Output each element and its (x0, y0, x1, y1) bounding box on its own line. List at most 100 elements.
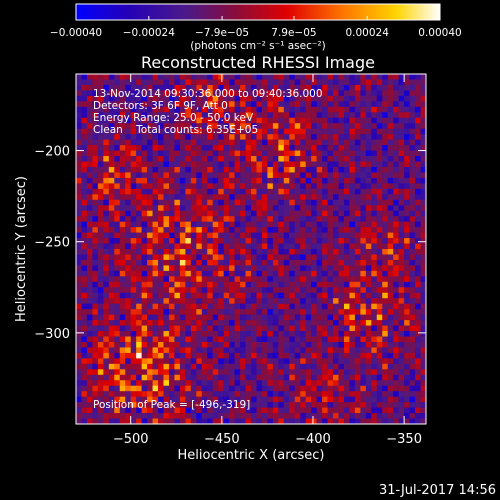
heatmap-cell (387, 238, 394, 244)
heatmap-cell (311, 358, 317, 365)
heatmap-cell (147, 106, 153, 113)
heatmap-cell (343, 194, 350, 201)
heatmap-cell (387, 325, 394, 332)
heatmap-cell (272, 292, 279, 299)
heatmap-cell (119, 287, 126, 294)
heatmap-cell (136, 249, 142, 255)
heatmap-cell (158, 303, 164, 310)
heatmap-cell (114, 391, 121, 397)
heatmap-cell (147, 325, 153, 332)
heatmap-cell (404, 79, 410, 86)
heatmap-cell (294, 112, 301, 119)
heatmap-cell (223, 101, 230, 108)
heatmap-cell (136, 243, 142, 250)
heatmap-cell (185, 106, 192, 113)
heatmap-cell (201, 276, 208, 283)
heatmap-cell (387, 374, 394, 381)
heatmap-cell (179, 407, 186, 414)
heatmap-cell (251, 84, 257, 91)
heatmap-cell (196, 156, 203, 162)
colorbar-tick-label: −0.00024 (123, 27, 176, 39)
heatmap-cell (256, 352, 263, 359)
heatmap-cell (311, 79, 317, 86)
heatmap-cell (415, 221, 421, 228)
heatmap-cell (305, 79, 312, 86)
heatmap-cell (333, 287, 339, 294)
heatmap-cell (81, 95, 88, 102)
heatmap-cell (240, 177, 246, 184)
heatmap-cell (376, 216, 383, 222)
heatmap-cell (168, 112, 175, 119)
heatmap-cell (404, 112, 410, 119)
heatmap-cell (371, 221, 378, 228)
heatmap-cell (382, 227, 389, 233)
heatmap-cell (300, 358, 306, 365)
colorbar-tick-label: 0.00024 (345, 27, 389, 39)
heatmap-cell (212, 331, 219, 337)
heatmap-cell (387, 79, 394, 86)
heatmap-cell (338, 139, 345, 146)
heatmap-cell (108, 221, 115, 228)
heatmap-cell (267, 243, 274, 250)
heatmap-cell (141, 166, 148, 173)
heatmap-cell (114, 270, 121, 277)
heatmap-cell (240, 188, 246, 195)
heatmap-cell (196, 380, 203, 387)
heatmap-cell (322, 216, 328, 222)
heatmap-cell (272, 150, 279, 157)
heatmap-cell (365, 336, 372, 343)
heatmap-cell (158, 287, 164, 294)
heatmap-cell (409, 413, 416, 419)
heatmap-cell (229, 243, 235, 250)
heatmap-cell (234, 79, 241, 86)
heatmap-cell (354, 265, 361, 272)
heatmap-cell (283, 150, 290, 157)
heatmap-cell (218, 199, 224, 206)
heatmap-cell (382, 374, 389, 381)
heatmap-cell (327, 407, 334, 414)
heatmap-cell (179, 418, 186, 425)
heatmap-cell (420, 243, 427, 250)
heatmap-cell (343, 177, 350, 184)
heatmap-cell (251, 298, 257, 304)
heatmap-cell (76, 101, 82, 108)
heatmap-cell (272, 166, 279, 173)
heatmap-cell (251, 227, 257, 233)
heatmap-cell (103, 188, 110, 195)
heatmap-cell (185, 128, 192, 135)
heatmap-cell (212, 128, 219, 135)
heatmap-cell (212, 281, 219, 288)
heatmap-cell (398, 84, 405, 91)
heatmap-cell (305, 101, 312, 108)
heatmap-cell (207, 341, 214, 348)
heatmap-cell (272, 391, 279, 397)
heatmap-cell (158, 128, 164, 135)
heatmap-cell (240, 352, 246, 359)
heatmap-cell (327, 331, 334, 337)
heatmap-cell (360, 413, 367, 419)
heatmap-cell (267, 123, 274, 129)
heatmap-cell (376, 249, 383, 255)
heatmap-cell (415, 243, 421, 250)
heatmap-cell (190, 139, 197, 146)
heatmap-cell (349, 205, 356, 212)
heatmap-cell (218, 341, 224, 348)
heatmap-cell (190, 385, 197, 392)
heatmap-cell (212, 166, 219, 173)
heatmap-cell (212, 112, 219, 119)
heatmap-cell (201, 128, 208, 135)
heatmap-cell (136, 352, 142, 359)
heatmap-cell (415, 117, 421, 124)
heatmap-cell (229, 112, 235, 119)
heatmap-cell (168, 325, 175, 332)
heatmap-cell (179, 336, 186, 343)
heatmap-cell (343, 79, 350, 86)
heatmap-cell (207, 145, 214, 151)
heatmap-cell (251, 249, 257, 255)
heatmap-cell (185, 161, 192, 168)
heatmap-cell (174, 309, 181, 315)
heatmap-cell (86, 166, 93, 173)
heatmap-cell (398, 183, 405, 190)
heatmap-cell (420, 391, 427, 397)
heatmap-cell (398, 292, 405, 299)
